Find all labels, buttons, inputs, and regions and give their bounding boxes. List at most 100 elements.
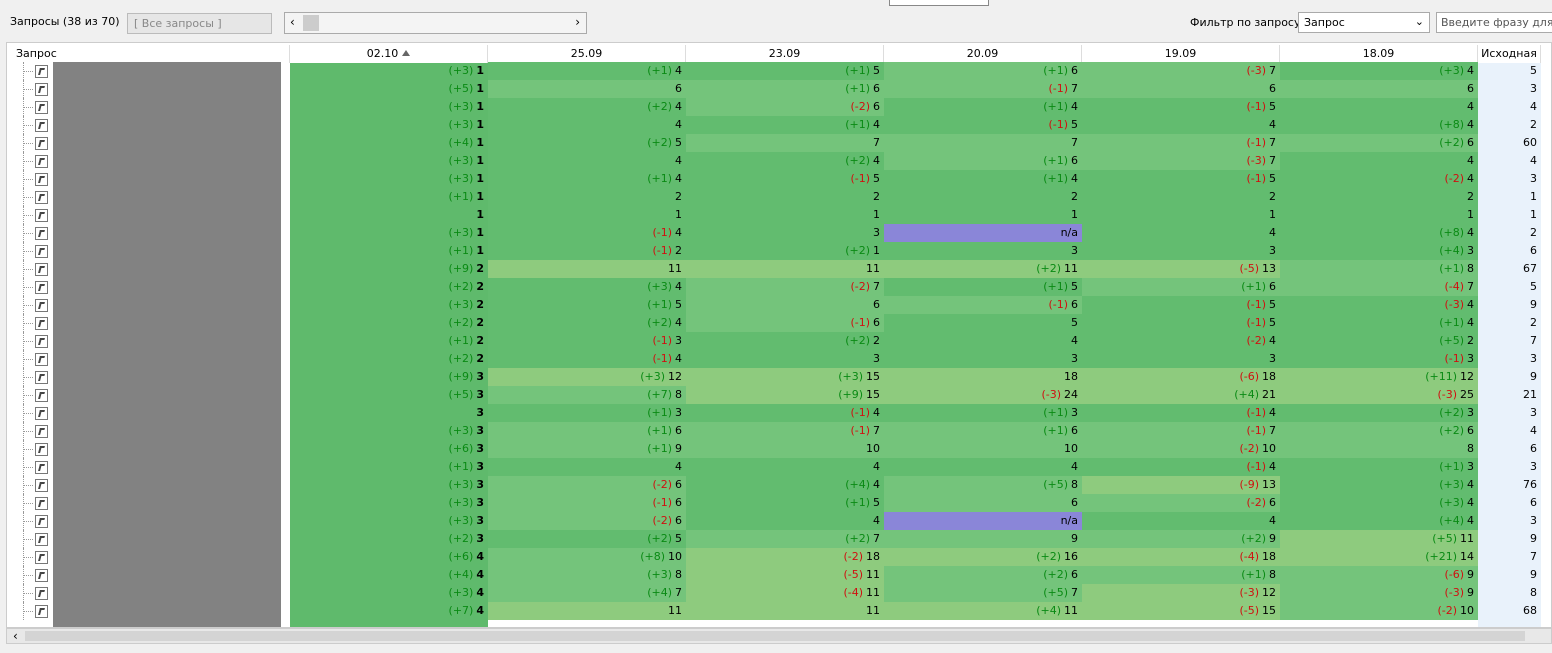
column-header[interactable]: 23.09 xyxy=(686,45,884,63)
source-cell: 76 xyxy=(1523,478,1537,491)
rank-value: 13 xyxy=(1262,262,1276,275)
rank-value: 5 xyxy=(675,136,682,149)
rank-value: 2 xyxy=(675,190,682,203)
h-scroll-thumb[interactable] xyxy=(25,631,1525,641)
cell: (+1) 6 xyxy=(884,62,1082,80)
query-set-select[interactable]: [ Все запросы ] xyxy=(127,13,272,34)
cell: (+1) 6 xyxy=(1082,278,1280,296)
h-scroll-left[interactable]: ‹ xyxy=(13,629,18,643)
rank-value: 4 xyxy=(1269,514,1276,527)
tree-line xyxy=(23,485,33,486)
row-icon xyxy=(35,101,48,114)
cell: (-1) 4 xyxy=(1082,404,1280,422)
cell: (+2) 6 xyxy=(1280,134,1478,152)
splitter[interactable] xyxy=(889,0,989,6)
rank-value: 2 xyxy=(1467,190,1474,203)
icon-glyph xyxy=(38,68,45,75)
rank-value: 1 xyxy=(476,190,484,203)
cell: (-3) 7 xyxy=(1082,62,1280,80)
icon-glyph xyxy=(38,392,45,399)
scroll-left[interactable]: ‹ xyxy=(290,15,295,29)
rank-value: 6 xyxy=(873,100,880,113)
rank-value: 4 xyxy=(1071,460,1078,473)
source-cell: 21 xyxy=(1523,388,1537,401)
cell: (+2) 1 xyxy=(686,242,884,260)
rank-value: 1 xyxy=(476,64,484,77)
rank-change: (-2) xyxy=(1437,604,1457,617)
tree-line xyxy=(23,503,33,504)
icon-glyph xyxy=(38,518,45,525)
cell: (-1) 4 xyxy=(686,404,884,422)
cell: 6 xyxy=(1082,80,1280,98)
cell: 7 xyxy=(884,134,1082,152)
rank-value: 18 xyxy=(1262,550,1276,563)
rank-change: (+1) xyxy=(1043,172,1068,185)
scrollbar[interactable]: ‹ › xyxy=(284,12,587,34)
rank-change: (-1) xyxy=(1048,298,1068,311)
cell: 1 xyxy=(290,206,488,224)
rank-value: 14 xyxy=(1460,550,1474,563)
cell: (+3) 1 xyxy=(290,98,488,116)
tree-line xyxy=(23,584,24,602)
column-header[interactable]: 18.09 xyxy=(1280,45,1478,63)
rank-value: 5 xyxy=(873,496,880,509)
rank-change: (+9) xyxy=(838,388,863,401)
cell: (-1) 3 xyxy=(1280,350,1478,368)
rank-change: (+7) xyxy=(647,388,672,401)
tree-line xyxy=(23,341,33,342)
rank-value: 3 xyxy=(476,406,484,419)
cell: (+4) 21 xyxy=(1082,386,1280,404)
rank-value: 11 xyxy=(668,262,682,275)
h-scrollbar[interactable]: ‹ xyxy=(6,628,1552,644)
tree-line xyxy=(23,197,33,198)
scroll-right[interactable]: › xyxy=(575,15,580,29)
rank-value: 1 xyxy=(1071,208,1078,221)
cell: (+2) 6 xyxy=(1280,422,1478,440)
tree-line xyxy=(23,611,33,612)
cell: (+3) 4 xyxy=(290,584,488,602)
rank-change: (-2) xyxy=(850,280,870,293)
icon-glyph xyxy=(38,464,45,471)
rank-value: 4 xyxy=(476,550,484,563)
row-icon xyxy=(35,515,48,528)
rank-change: (+5) xyxy=(448,388,474,401)
first-column-bg xyxy=(290,63,488,627)
scroll-thumb[interactable] xyxy=(303,15,319,31)
row-icon xyxy=(35,191,48,204)
rank-change: (+1) xyxy=(448,190,474,203)
rank-value: 7 xyxy=(1269,424,1276,437)
filter-select[interactable]: Запрос ⌄ xyxy=(1298,12,1430,33)
source-cell: 1 xyxy=(1530,208,1537,221)
rank-value: 1 xyxy=(476,154,484,167)
column-header[interactable]: 25.09 xyxy=(488,45,686,63)
column-header[interactable]: 19.09 xyxy=(1082,45,1280,63)
cell: n/a xyxy=(884,512,1082,530)
rank-change: (-5) xyxy=(843,568,863,581)
rank-value: 3 xyxy=(1467,244,1474,257)
column-header[interactable]: 02.10 xyxy=(290,45,488,63)
rank-value: 6 xyxy=(1071,64,1078,77)
cell: (-3) 9 xyxy=(1280,584,1478,602)
column-header[interactable]: 20.09 xyxy=(884,45,1082,63)
rank-value: 4 xyxy=(873,154,880,167)
cell: (-2) 7 xyxy=(686,278,884,296)
cell: (+1) 4 xyxy=(488,62,686,80)
source-cell: 3 xyxy=(1530,172,1537,185)
cell: (+1) 6 xyxy=(884,152,1082,170)
cell: (-6) 18 xyxy=(1082,368,1280,386)
cell: (-1) 7 xyxy=(884,80,1082,98)
icon-glyph xyxy=(38,554,45,561)
source-cell: 2 xyxy=(1530,316,1537,329)
cell: (+5) 1 xyxy=(290,80,488,98)
cell: 6 xyxy=(686,296,884,314)
cell: 4 xyxy=(1082,512,1280,530)
search-input[interactable]: Введите фразу для по xyxy=(1436,12,1552,33)
cell: (+2) 16 xyxy=(884,548,1082,566)
source-cell: 5 xyxy=(1530,64,1537,77)
rank-value: 3 xyxy=(1269,352,1276,365)
column-header: Исходная xyxy=(1478,45,1541,63)
cell: (-4) 18 xyxy=(1082,548,1280,566)
rank-value: 5 xyxy=(1269,100,1276,113)
tree-line xyxy=(23,476,24,494)
row-icon xyxy=(35,299,48,312)
